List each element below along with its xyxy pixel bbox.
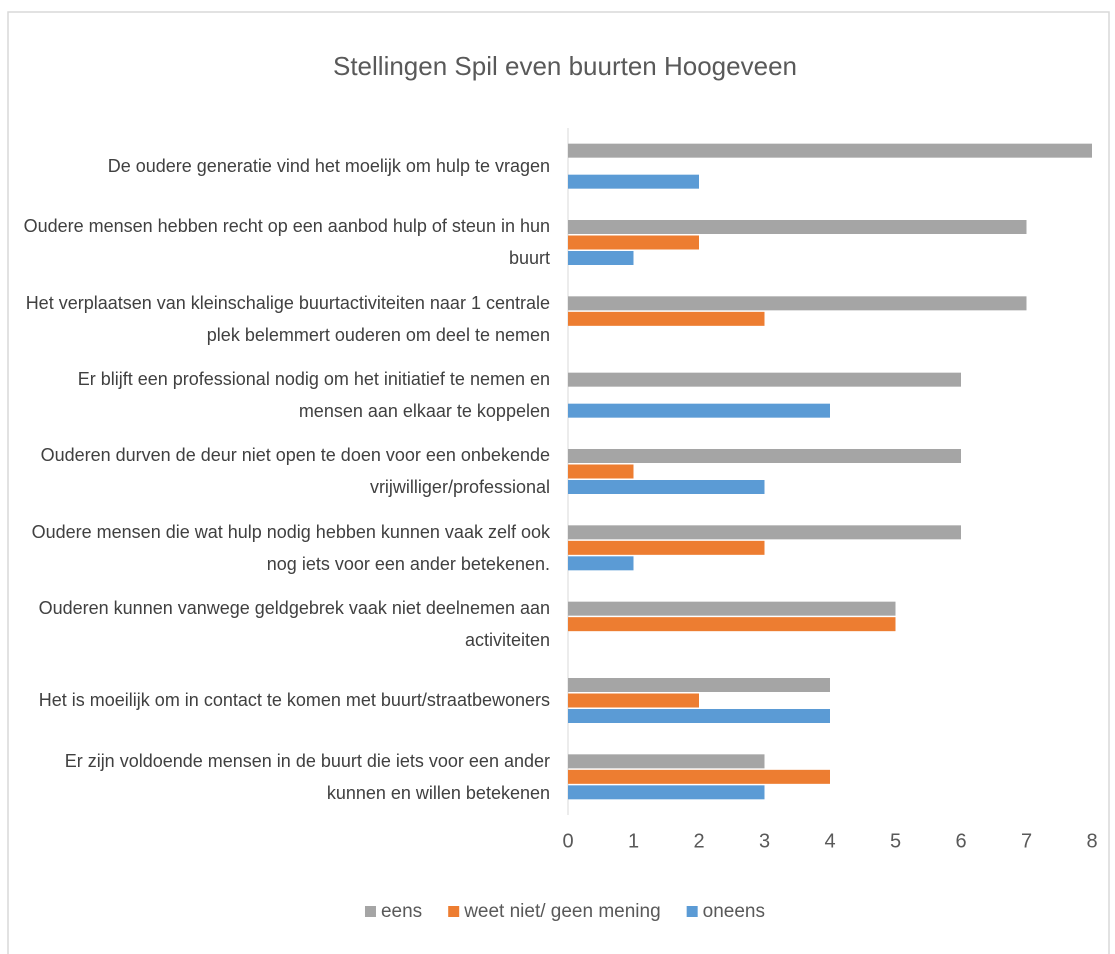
bar: [568, 525, 961, 540]
bar: [568, 174, 699, 189]
bar: [568, 311, 765, 326]
bar: [568, 220, 1027, 234]
bar: [568, 449, 961, 463]
bar: [568, 785, 765, 800]
y-tick-label: Ouderen durven de deur niet open te doen…: [40, 445, 550, 498]
bar: [568, 143, 1092, 158]
bar: [568, 556, 634, 571]
y-tick-label: Er zijn voldoende mensen in de buurt die…: [64, 750, 550, 803]
bar: [568, 754, 765, 769]
bar: [568, 617, 896, 632]
legend-swatch: [364, 906, 376, 917]
x-tick-label: 3: [759, 830, 770, 852]
x-tick-label: 8: [1086, 830, 1097, 852]
y-tick-label: De oudere generatie vind het moelijk om …: [107, 156, 550, 177]
bar: [568, 296, 1027, 311]
bar: [568, 693, 699, 708]
y-tick-label: Het verplaatsen van kleinschalige buurta…: [25, 292, 550, 345]
x-tick-label: 1: [628, 830, 639, 852]
y-tick-label: Ouderen kunnen vanwege geldgebrek vaak n…: [38, 598, 550, 651]
x-tick-label: 2: [693, 830, 704, 852]
legend-label: eens: [381, 901, 422, 922]
y-tick-label: Oudere mensen hebben recht op een aanbod…: [23, 216, 550, 269]
y-tick-label: Er blijft een professional nodig om het …: [77, 369, 550, 422]
x-tick-label: 6: [955, 830, 966, 852]
bar: [568, 678, 830, 692]
y-tick-label: Het is moeilijk om in contact te komen m…: [38, 690, 550, 711]
bar: [568, 769, 830, 784]
x-tick-label: 4: [824, 830, 835, 852]
x-tick-label: 5: [890, 830, 901, 852]
bar: [568, 372, 961, 387]
bar: [568, 403, 830, 418]
legend-label: oneens: [703, 901, 765, 922]
x-tick-label: 0: [562, 830, 573, 852]
chart-title: Stellingen Spil even buurten Hoogeveen: [333, 51, 797, 81]
legend-label: weet niet/ geen mening: [463, 901, 660, 922]
bar: [568, 251, 634, 265]
legend-swatch: [448, 906, 460, 917]
chart-frame: [7, 11, 1110, 954]
bar: [568, 480, 765, 494]
y-tick-label: Oudere mensen die wat hulp nodig hebben …: [31, 521, 550, 574]
bar: [568, 540, 765, 555]
x-tick-label: 7: [1021, 830, 1032, 852]
bar: [568, 235, 699, 250]
bar: [568, 709, 830, 723]
bar: [568, 464, 634, 479]
bar: [568, 601, 896, 616]
legend-swatch: [686, 906, 698, 917]
